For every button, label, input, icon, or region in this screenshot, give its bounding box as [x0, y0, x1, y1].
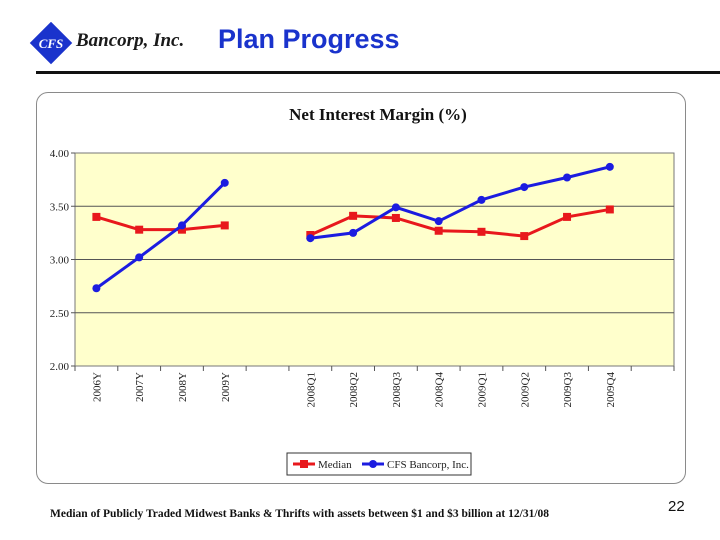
logo-mark-text: CFS [39, 36, 64, 51]
x-tick-label: 2007Y [134, 372, 146, 402]
legend-label: Median [318, 459, 352, 471]
page-number: 22 [668, 498, 685, 515]
y-tick-label: 3.50 [50, 201, 70, 213]
company-name: Bancorp, Inc. [76, 30, 185, 51]
median-point [477, 227, 486, 236]
legend-marker-square [300, 460, 308, 468]
cfs-point [477, 195, 486, 204]
x-tick-label: 2009Q3 [562, 372, 574, 408]
x-tick-label: 2008Q1 [305, 372, 317, 407]
median-point [605, 205, 614, 214]
x-tick-label: 2008Q2 [348, 372, 360, 407]
x-tick-label: 2009Y [220, 372, 232, 402]
cfs-point [349, 228, 358, 237]
footnote: Median of Publicly Traded Midwest Banks … [50, 508, 550, 520]
series-line-median [95, 215, 225, 232]
median-point [349, 211, 358, 220]
series-line-cfs [95, 181, 226, 290]
y-tick-label: 3.00 [50, 255, 70, 267]
median-point [434, 226, 443, 235]
cfs-point [177, 221, 186, 230]
logo-diamond-mark: CFS [29, 21, 73, 65]
series-line-cfs [310, 165, 611, 240]
chart-title: Net Interest Margin (%) [289, 105, 467, 124]
cfs-point [391, 203, 400, 212]
series-line-median [309, 207, 611, 238]
cfs-point [306, 234, 315, 243]
cfs-point [92, 284, 101, 293]
median-point [135, 225, 144, 234]
x-tick-label: 2008Y [177, 372, 189, 402]
y-tick-label: 4.00 [50, 148, 70, 160]
median-point [391, 213, 400, 222]
median-point [177, 225, 186, 234]
x-tick-label: 2009Q4 [605, 372, 617, 408]
cfs-point [563, 173, 572, 182]
median-point [220, 221, 229, 230]
y-tick-label: 2.00 [50, 361, 70, 373]
median-point [92, 212, 101, 221]
x-tick-label: 2008Q4 [434, 372, 446, 408]
header-divider [36, 71, 720, 74]
cfs-point [220, 178, 229, 187]
cfs-point [135, 253, 144, 262]
cfs-point [605, 162, 614, 171]
cfs-point [434, 217, 443, 226]
median-point [563, 212, 572, 221]
company-logo: CFS [22, 21, 202, 66]
x-tick-label: 2006Y [91, 372, 103, 402]
legend-marker-circle [369, 460, 377, 468]
slide-title: Plan Progress [218, 24, 400, 54]
cfs-point [520, 183, 529, 192]
y-tick-label: 2.50 [50, 308, 70, 320]
x-tick-label: 2008Q3 [391, 372, 403, 408]
x-tick-label: 2009Q1 [476, 372, 488, 407]
median-point [520, 232, 529, 241]
x-tick-label: 2009Q2 [519, 372, 531, 407]
legend-label: CFS Bancorp, Inc. [387, 459, 469, 471]
